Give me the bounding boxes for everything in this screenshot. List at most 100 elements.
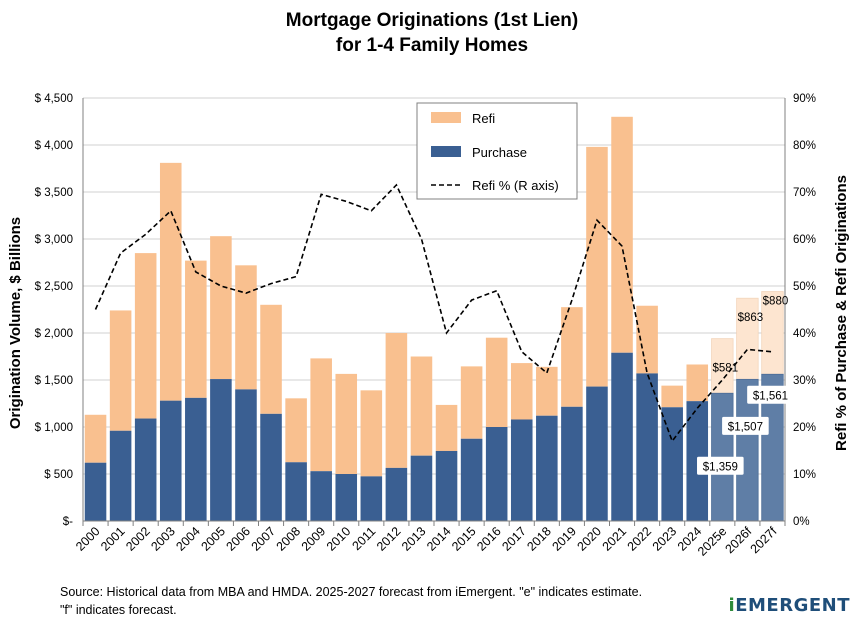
x-tick-label: 2023 bbox=[650, 524, 680, 554]
bar-refi bbox=[335, 373, 358, 474]
bar-purchase bbox=[636, 373, 658, 521]
legend: Refi Purchase Refi % (R axis) bbox=[416, 102, 578, 200]
x-tick-label: 2025e bbox=[695, 524, 730, 559]
bar-purchase bbox=[385, 467, 408, 521]
bar-refi bbox=[536, 366, 558, 416]
y-tick-left: $ 4,000 bbox=[35, 140, 73, 152]
bar-purchase bbox=[159, 400, 182, 521]
bar-refi bbox=[260, 304, 282, 414]
bar-purchase bbox=[661, 407, 683, 521]
bar-purchase bbox=[586, 386, 608, 521]
bar-refi bbox=[159, 162, 182, 401]
x-tick-label: 2017 bbox=[499, 524, 529, 554]
bar-refi bbox=[385, 333, 408, 468]
legend-label: Refi bbox=[472, 111, 495, 126]
data-label-purchase-box bbox=[697, 456, 744, 475]
bar-purchase bbox=[134, 418, 157, 521]
x-tick-label: 2013 bbox=[399, 524, 429, 554]
refi-percent-line bbox=[94, 183, 773, 443]
x-tick-label: 2027f bbox=[748, 524, 780, 556]
y-axis-label-right: Refi % of Purchase & Refi Originations bbox=[833, 175, 850, 451]
y-axis-label-left: Origination Volume, $ Billions bbox=[7, 217, 24, 429]
y-tick-right: 10% bbox=[793, 469, 816, 481]
bar-refi bbox=[310, 358, 332, 472]
x-tick-label: 2026f bbox=[722, 524, 754, 556]
x-tick-label: 2011 bbox=[350, 524, 379, 553]
x-tick-label: 2003 bbox=[148, 524, 178, 554]
bar-purchase bbox=[360, 476, 383, 521]
y-tick-right: 50% bbox=[793, 281, 816, 293]
data-label-refi: $880 bbox=[763, 296, 789, 308]
source-note: Source: Historical data from MBA and HMD… bbox=[60, 583, 642, 619]
y-tick-right: 20% bbox=[793, 422, 816, 434]
bar-refi bbox=[185, 260, 207, 398]
data-label-purchase-box bbox=[747, 385, 794, 404]
bar-refi bbox=[686, 364, 709, 402]
y-tick-left: $ 3,500 bbox=[35, 187, 73, 199]
y-tick-left: $ 1,000 bbox=[35, 422, 73, 434]
bar-purchase bbox=[485, 427, 508, 521]
data-label-refi: $581 bbox=[713, 363, 739, 375]
y-tick-left: $- bbox=[63, 516, 73, 528]
y-tick-right: 60% bbox=[793, 234, 816, 246]
bar-purchase bbox=[285, 462, 307, 521]
x-tick-label: 2014 bbox=[424, 524, 454, 554]
y-tick-left: $ 4,500 bbox=[35, 93, 73, 105]
bar-refi bbox=[586, 146, 608, 387]
bar-purchase bbox=[410, 455, 433, 521]
data-label-purchase: $1,359 bbox=[703, 461, 738, 473]
x-tick-label: 2012 bbox=[374, 524, 404, 554]
x-tick-label: 2004 bbox=[173, 524, 203, 554]
y-tick-left: $ 500 bbox=[44, 469, 73, 481]
chart-title-line-2: for 1-4 Family Homes bbox=[335, 35, 529, 56]
bar-purchase bbox=[210, 379, 232, 521]
bar-refi bbox=[84, 414, 107, 463]
x-tick-label: 2007 bbox=[249, 524, 279, 554]
bar-refi bbox=[736, 297, 759, 380]
bar-purchase bbox=[84, 462, 107, 521]
x-tick-label: 2021 bbox=[600, 524, 630, 554]
bar-purchase bbox=[561, 406, 583, 521]
bar-purchase bbox=[435, 450, 458, 521]
bar-refi bbox=[636, 305, 658, 374]
bar-purchase bbox=[260, 413, 282, 521]
bar-refi bbox=[661, 385, 683, 408]
x-tick-label: 2005 bbox=[198, 524, 228, 554]
x-tick-label: 2000 bbox=[73, 524, 103, 554]
y-tick-right: 80% bbox=[793, 140, 816, 152]
refi-percent-series bbox=[94, 183, 773, 443]
bar-purchase bbox=[611, 352, 633, 521]
y-tick-left: $ 3,000 bbox=[35, 234, 73, 246]
bars bbox=[84, 116, 784, 522]
bar-purchase bbox=[235, 389, 257, 521]
bar-refi bbox=[611, 116, 633, 353]
legend-swatch-purchase bbox=[431, 146, 461, 157]
bar-purchase bbox=[335, 474, 358, 521]
x-tick-label: 2016 bbox=[474, 524, 504, 554]
axes bbox=[82, 98, 786, 526]
bar-refi bbox=[510, 363, 533, 420]
x-tick-label: 2002 bbox=[123, 524, 153, 554]
iemergent-logo: iEMERGENT bbox=[728, 595, 850, 616]
legend-label: Purchase bbox=[472, 145, 527, 160]
source-line-1: Source: Historical data from MBA and HMD… bbox=[60, 585, 643, 599]
bar-refi bbox=[435, 404, 458, 451]
chart-title: Mortgage Originations (1st Lien) for 1-4… bbox=[0, 8, 864, 58]
bar-refi bbox=[109, 310, 132, 431]
legend-label: Refi % (R axis) bbox=[472, 178, 559, 193]
y-tick-right: 0% bbox=[793, 516, 810, 528]
bar-refi bbox=[360, 390, 383, 477]
y-tick-right: 90% bbox=[793, 93, 816, 105]
y-tick-left: $ 2,000 bbox=[35, 328, 73, 340]
bar-purchase bbox=[536, 415, 558, 521]
data-label-refi: $863 bbox=[738, 312, 764, 324]
chart-title-line-1: Mortgage Originations (1st Lien) bbox=[285, 10, 579, 31]
bar-purchase bbox=[109, 430, 132, 521]
x-tick-label: 2015 bbox=[449, 524, 479, 554]
bar-refi bbox=[210, 236, 232, 380]
x-tick-label: 2001 bbox=[98, 524, 128, 554]
y-tick-right: 40% bbox=[793, 328, 816, 340]
source-line-2: "f" indicates forecast. bbox=[60, 603, 177, 617]
bar-refi bbox=[485, 337, 508, 427]
bar-refi bbox=[561, 307, 583, 407]
